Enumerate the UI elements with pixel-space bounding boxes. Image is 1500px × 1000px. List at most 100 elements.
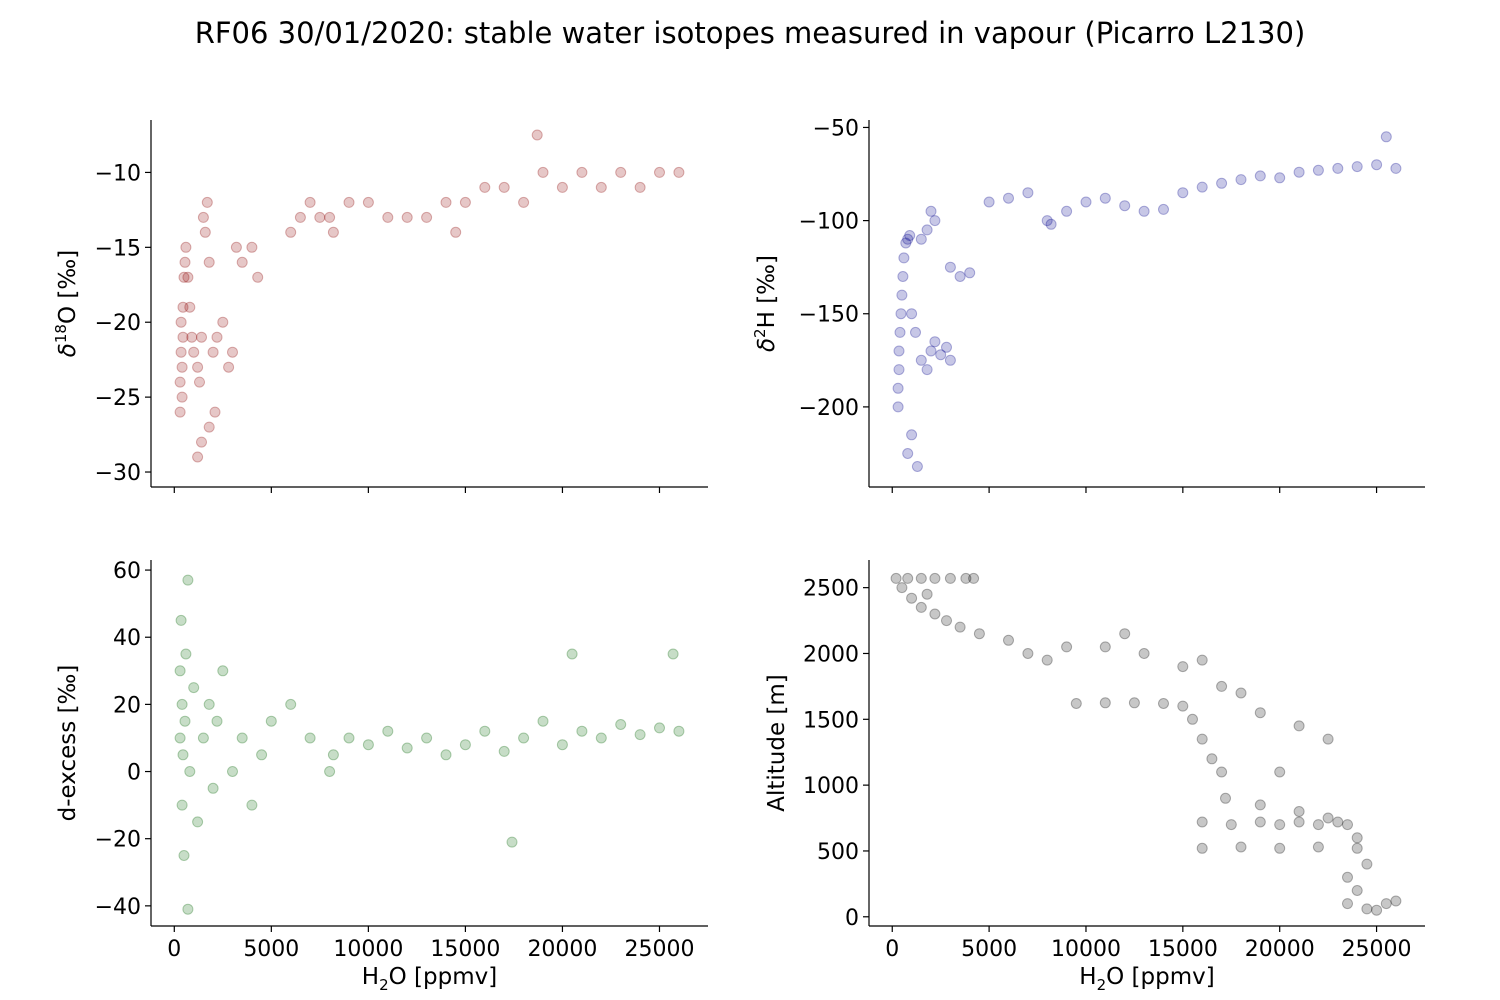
data-point	[929, 215, 941, 227]
x-tick-label: 5000	[961, 937, 1017, 962]
x-label-text: H	[1079, 964, 1096, 990]
data-point	[1312, 819, 1324, 831]
data-point	[174, 732, 186, 744]
data-point	[178, 271, 190, 283]
data-point	[1070, 698, 1082, 709]
data-point	[401, 211, 413, 223]
data-point	[921, 224, 933, 236]
data-point	[1041, 654, 1053, 666]
y-tick-label: −150	[799, 303, 859, 328]
x-tick-label: 0	[167, 937, 181, 962]
data-point	[1380, 131, 1392, 143]
data-point	[182, 271, 194, 283]
data-point	[236, 256, 248, 268]
data-point	[1196, 816, 1208, 828]
data-point	[203, 256, 215, 268]
data-point	[1138, 205, 1150, 217]
y-tick-label: 2500	[803, 577, 859, 602]
data-point	[178, 850, 190, 861]
data-point	[217, 316, 229, 328]
data-point	[1080, 196, 1092, 208]
data-point	[304, 732, 316, 744]
data-point	[421, 732, 433, 744]
data-point	[1099, 641, 1111, 653]
data-point	[176, 361, 188, 373]
data-point	[177, 749, 189, 761]
data-point	[227, 766, 238, 777]
data-point	[1342, 898, 1353, 910]
data-point	[1196, 181, 1208, 193]
data-point	[897, 271, 909, 282]
data-point	[968, 572, 980, 584]
data-point	[223, 361, 235, 373]
data-point	[217, 665, 229, 677]
data-point	[904, 230, 916, 241]
data-point	[1371, 159, 1383, 171]
data-point	[921, 588, 933, 600]
data-point	[211, 331, 223, 343]
panel-bottom-right: 0 5000 10000 15000 20000 25000 0 500 1000 1500 200…	[764, 560, 1425, 994]
data-point	[902, 233, 914, 245]
data-point	[192, 361, 204, 373]
data-point	[1312, 164, 1324, 176]
data-point	[537, 715, 549, 727]
data-point	[1322, 812, 1334, 824]
data-point	[1380, 898, 1392, 910]
data-point	[382, 211, 394, 223]
y-axis-label: Altitude [m]	[764, 674, 790, 812]
data-point	[893, 345, 905, 357]
data-point	[343, 732, 355, 744]
data-point	[1177, 661, 1189, 673]
scatter-points	[174, 574, 685, 915]
panel-bottom-left: 0 5000 10000 15000 20000 25000 −40 −20 0 20 40 60 d-…	[55, 559, 708, 994]
data-point	[324, 211, 336, 223]
data-point	[1342, 871, 1353, 883]
data-point	[176, 698, 188, 710]
y-tick-label: −20	[95, 311, 141, 336]
data-point	[964, 267, 976, 279]
data-point	[1235, 174, 1247, 186]
data-point	[915, 572, 927, 584]
data-point	[634, 729, 646, 741]
data-point	[1351, 842, 1363, 854]
data-point	[294, 211, 306, 223]
y-tick-label: 0	[845, 906, 859, 931]
data-point	[180, 648, 192, 660]
data-point	[1293, 720, 1305, 732]
data-point	[327, 749, 339, 761]
y-tick-label: 60	[113, 559, 141, 584]
data-point	[177, 301, 189, 313]
data-point	[1351, 832, 1363, 844]
data-point	[892, 401, 904, 413]
data-point	[595, 181, 607, 193]
data-point	[673, 166, 685, 178]
x-tick-label: 10000	[1051, 937, 1121, 962]
data-point	[207, 346, 219, 358]
data-point	[1177, 700, 1189, 712]
data-point	[1196, 842, 1208, 854]
y-tick-label: −10	[95, 161, 141, 186]
data-point	[175, 346, 187, 358]
data-point	[194, 376, 205, 388]
data-point	[459, 196, 471, 208]
data-point	[246, 241, 258, 253]
y-tick-label: −40	[95, 895, 141, 920]
data-point	[1351, 885, 1363, 896]
scatter-points	[890, 572, 1402, 916]
data-point	[176, 799, 188, 811]
data-point	[175, 614, 187, 626]
data-point	[175, 316, 187, 328]
y-tick-label: 20	[113, 693, 141, 718]
data-point	[236, 732, 248, 744]
data-point	[894, 326, 906, 338]
data-point	[1254, 799, 1266, 811]
data-point	[1274, 766, 1286, 778]
data-point	[1361, 858, 1373, 870]
data-point	[915, 601, 927, 613]
y-label-text: H [‰]	[754, 255, 780, 328]
data-point	[506, 836, 518, 848]
y-tick-label: −15	[95, 236, 141, 261]
data-point	[1216, 177, 1228, 189]
data-point	[537, 166, 549, 178]
data-point	[1332, 162, 1344, 174]
